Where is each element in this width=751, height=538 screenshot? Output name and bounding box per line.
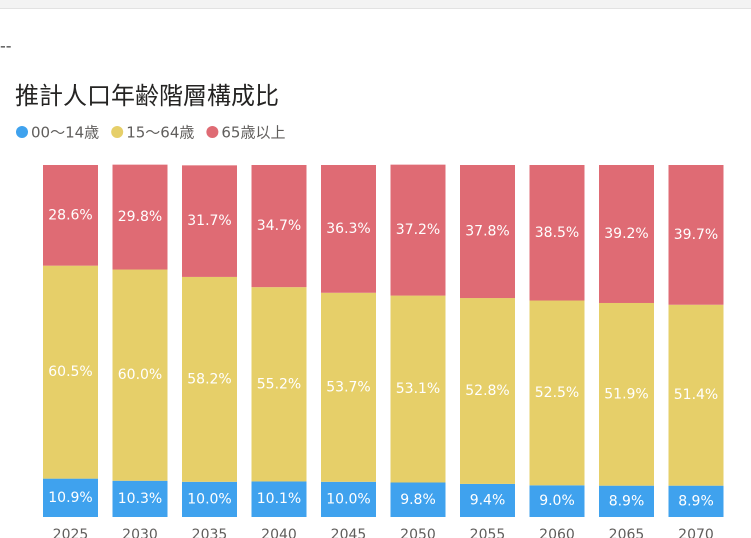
data-label: 37.8%: [465, 224, 509, 240]
legend: 00〜14歳 15〜64歳 65歳以上: [16, 124, 285, 142]
data-label: 60.0%: [118, 367, 162, 383]
x-tick-label: 2035: [192, 527, 228, 538]
bar-segment: [251, 165, 307, 288]
data-label: 9.4%: [470, 492, 506, 508]
bar-segment: [668, 304, 724, 486]
x-tick-label: 2065: [609, 527, 645, 538]
data-label: 10.9%: [48, 490, 92, 506]
data-label: 10.1%: [257, 491, 301, 507]
bar-segment: [390, 164, 446, 296]
bar-segment: [112, 164, 168, 270]
data-label: 34.7%: [257, 218, 301, 234]
legend-marker: [206, 126, 219, 138]
data-label: 53.1%: [396, 381, 440, 397]
annotation: --: [0, 37, 12, 56]
legend-label: 15〜64歳: [126, 124, 194, 142]
data-label: 8.9%: [678, 493, 714, 509]
data-label: 39.2%: [604, 226, 648, 242]
data-label: 10.0%: [326, 491, 370, 507]
x-tick-label: 2045: [331, 527, 367, 538]
bar-segment: [390, 295, 446, 483]
x-tick-label: 2050: [400, 527, 436, 538]
x-tick-label: 2030: [122, 527, 158, 538]
top-bar: [0, 0, 751, 8]
x-tick-label: 2025: [53, 527, 89, 538]
bar-segment: [321, 481, 376, 517]
data-label: 37.2%: [396, 222, 440, 238]
data-label: 10.0%: [187, 491, 231, 507]
bar-segment: [599, 165, 654, 303]
x-tick-label: 2070: [678, 527, 714, 538]
bar-segment: [182, 481, 237, 517]
bar-segment: [529, 300, 585, 486]
data-label: 8.9%: [609, 493, 645, 509]
x-tick-label: 2040: [261, 527, 297, 538]
bar-segment: [251, 287, 307, 482]
bar-segment: [460, 298, 515, 484]
bar-segment: [668, 165, 724, 305]
bar-segment: [529, 165, 585, 301]
bar-segment: [460, 165, 515, 299]
bar-segment: [321, 165, 376, 293]
data-label: 51.9%: [604, 386, 648, 402]
legend-label: 00〜14歳: [31, 124, 99, 142]
data-label: 53.7%: [326, 379, 370, 395]
bar-segment: [321, 292, 376, 482]
bar-segment: [43, 165, 98, 266]
data-label: 39.7%: [674, 227, 718, 243]
plot: 10.9% 60.5% 28.6% 2025 10.3% 60.0% 29.8% 2030 10…: [43, 164, 724, 538]
bar-segment: [390, 482, 446, 517]
chart-title: 推計人口年齢階層構成比: [15, 82, 279, 110]
bar-segment: [668, 485, 724, 517]
data-label: 60.5%: [48, 364, 92, 380]
data-label: 38.5%: [535, 225, 579, 241]
legend-label: 65歳以上: [221, 124, 285, 142]
x-tick-label: 2055: [470, 527, 506, 538]
bar-segment: [43, 265, 98, 479]
bar-segment: [529, 485, 585, 517]
bar-segment: [599, 485, 654, 517]
legend-marker: [111, 126, 124, 138]
data-label: 52.8%: [465, 383, 509, 399]
bar-segment: [112, 269, 168, 481]
data-label: 9.0%: [539, 493, 575, 509]
data-label: 36.3%: [326, 221, 370, 237]
bar-segment: [182, 276, 237, 482]
bar-segment: [251, 481, 307, 517]
data-label: 51.4%: [674, 387, 718, 403]
x-tick-label: 2060: [539, 527, 575, 538]
bar-segment: [43, 478, 98, 517]
data-label: 28.6%: [48, 207, 92, 223]
data-label: 31.7%: [187, 213, 231, 229]
bar-segment: [599, 302, 654, 486]
data-label: 58.2%: [187, 371, 231, 387]
legend-marker: [16, 126, 28, 138]
data-label: 52.5%: [535, 385, 579, 401]
bar-segment: [112, 480, 168, 517]
data-label: 55.2%: [257, 376, 301, 392]
data-label: 9.8%: [400, 492, 436, 508]
bar-segment: [182, 165, 237, 277]
data-label: 10.3%: [118, 491, 162, 507]
bar-segment: [460, 483, 515, 517]
data-label: 29.8%: [118, 209, 162, 225]
